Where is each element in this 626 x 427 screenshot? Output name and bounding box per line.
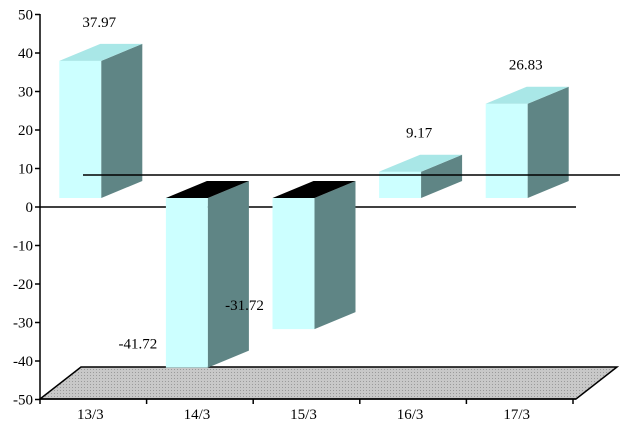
x-tick-label: 16/3 xyxy=(397,407,424,423)
bar-value-label: -31.72 xyxy=(225,298,264,314)
bar-top-face xyxy=(485,86,569,104)
x-tick-label: 17/3 xyxy=(503,407,530,423)
axes-layer: 50 40 30 20 10 0 -10 -20 -30 -40 -50 13/3 14/3 15/3 16… xyxy=(13,8,576,423)
x-tick-label: 14/3 xyxy=(184,407,211,423)
y-tick-label: 20 xyxy=(18,123,33,139)
bar-front-face xyxy=(485,103,528,198)
bar-top-face xyxy=(272,181,356,198)
y-tick-label: -40 xyxy=(13,354,33,370)
floor-layer xyxy=(37,366,620,400)
y-tick-label: 30 xyxy=(18,85,33,101)
bar-side-face xyxy=(527,86,569,198)
bar-value-label: 37.97 xyxy=(82,15,116,31)
chart-floor xyxy=(37,366,620,400)
bar-value-label: -41.72 xyxy=(119,337,158,353)
y-tick-label: 10 xyxy=(18,162,33,178)
bar-top-face xyxy=(59,43,143,61)
front-bars-layer xyxy=(165,181,356,368)
y-tick-label: 50 xyxy=(18,8,33,24)
y-tick-label: 0 xyxy=(26,200,34,216)
bar-side-face xyxy=(207,181,249,368)
x-tick-label: 13/3 xyxy=(77,407,104,423)
bar-front-face xyxy=(272,198,315,330)
bar-15/3 xyxy=(272,181,356,330)
bar-front-face xyxy=(59,60,102,199)
labels-layer: 37.97 -41.72 -31.72 9.17 26.83 xyxy=(82,15,542,353)
x-tick-label: 15/3 xyxy=(290,407,317,423)
bar-14/3 xyxy=(165,181,249,368)
bar-16/3 xyxy=(379,154,463,198)
y-tick-label: -50 xyxy=(13,393,33,409)
back-bars-layer xyxy=(59,43,569,199)
y-tick-label: -20 xyxy=(13,277,33,293)
y-tick-label: 40 xyxy=(18,46,33,62)
bar-17/3 xyxy=(485,86,569,198)
bar-front-face xyxy=(379,171,422,198)
y-tick-label: -30 xyxy=(13,316,33,332)
bar-front-face xyxy=(165,198,208,368)
bar-value-label: 9.17 xyxy=(406,126,433,142)
bar-side-face xyxy=(421,154,463,198)
bar-top-face xyxy=(379,154,463,172)
y-tick-label: -10 xyxy=(13,239,33,255)
bar-value-label: 26.83 xyxy=(509,58,543,74)
bar-side-face xyxy=(101,43,143,199)
bar-top-face xyxy=(165,181,249,198)
bar-side-face xyxy=(314,181,356,330)
